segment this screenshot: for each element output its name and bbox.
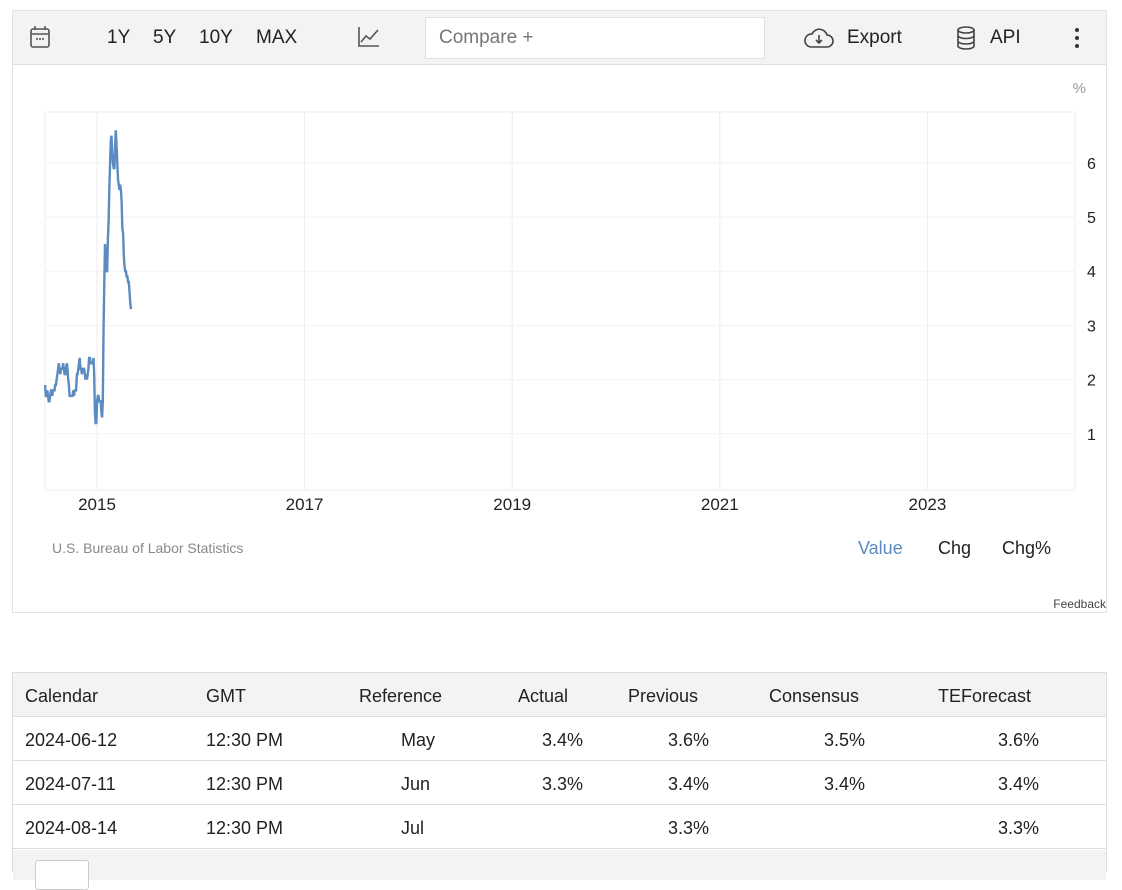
y-tick-label: 1 xyxy=(1087,427,1096,444)
export-button[interactable]: Export xyxy=(847,27,902,48)
column-header: Calendar xyxy=(25,686,99,706)
x-tick-label: 2017 xyxy=(286,495,324,514)
x-tick-label: 2021 xyxy=(701,495,739,514)
chart-panel: 1Y 5Y 10Y MAX Export API xyxy=(12,10,1107,613)
table-cell: 2024-07-11 xyxy=(25,774,116,794)
table-cell: 12:30 PM xyxy=(206,730,284,750)
table-cell: 12:30 PM xyxy=(206,774,284,794)
mode-chg-pct-tab[interactable]: Chg% xyxy=(1002,538,1051,558)
mode-value-tab[interactable]: Value xyxy=(858,538,903,558)
table-cell: 3.4% xyxy=(541,730,583,750)
source-label: U.S. Bureau of Labor Statistics xyxy=(52,540,243,556)
table-cell: Jul xyxy=(401,818,425,838)
series-line-value xyxy=(43,130,133,425)
footer-button[interactable] xyxy=(35,860,89,890)
y-tick-label: 4 xyxy=(1087,264,1096,281)
table-footer xyxy=(13,850,1106,890)
plot-area xyxy=(44,111,1076,491)
calendar-table: Calendar GMT Reference Actual Previous Consen… xyxy=(12,672,1107,890)
table-cell: 3.4% xyxy=(667,774,709,794)
table-cell: 3.6% xyxy=(997,730,1039,750)
x-tick-label: 2019 xyxy=(493,495,531,514)
table-cell: 12:30 PM xyxy=(206,818,284,838)
table-cell: 2024-08-14 xyxy=(25,818,118,838)
column-header: Previous xyxy=(628,686,699,706)
database-icon[interactable] xyxy=(955,25,977,51)
feedback-link[interactable]: Feedback xyxy=(1053,597,1107,611)
chart-type-icon[interactable] xyxy=(357,26,381,48)
table-row: 2024-06-12 12:30 PM May 3.4% 3.6% 3.5% 3.6% xyxy=(13,717,1106,761)
table-cell: 2024-06-12 xyxy=(25,730,118,750)
range-5y-button[interactable]: 5Y xyxy=(153,27,177,48)
table-cell: May xyxy=(401,730,436,750)
column-header: TEForecast xyxy=(938,686,1032,706)
table-header-row: Calendar GMT Reference Actual Previous Consen… xyxy=(13,673,1106,717)
x-tick-label: 2015 xyxy=(78,495,116,514)
column-header: Actual xyxy=(518,686,569,706)
table-cell: 3.3% xyxy=(997,818,1039,838)
range-10y-button[interactable]: 10Y xyxy=(199,27,233,48)
x-tick-label: 2023 xyxy=(908,495,946,514)
table-row: 2024-07-11 12:30 PM Jun 3.3% 3.4% 3.4% 3.4% xyxy=(13,761,1106,805)
column-header: Consensus xyxy=(769,686,860,706)
unit-label: % xyxy=(1073,80,1086,97)
api-button[interactable]: API xyxy=(990,27,1021,48)
y-tick-label: 5 xyxy=(1087,210,1096,227)
table-row: 2024-08-14 12:30 PM Jul 3.3% 3.3% xyxy=(13,805,1106,849)
y-tick-label: 3 xyxy=(1087,318,1096,335)
mode-chg-tab[interactable]: Chg xyxy=(938,538,971,558)
column-header: GMT xyxy=(206,686,246,706)
table-cell: 3.4% xyxy=(997,774,1039,794)
table-cell: Jun xyxy=(401,774,431,794)
table-cell: 3.3% xyxy=(667,818,709,838)
more-options-icon[interactable] xyxy=(1073,27,1081,49)
line-chart: % 2015 2017 2019 2021 2023 1 2 3 4 5 6 U.S. Bureau… xyxy=(43,80,1107,611)
table-cell: 3.5% xyxy=(823,730,865,750)
column-header: Reference xyxy=(359,686,443,706)
table-cell: 3.4% xyxy=(823,774,865,794)
chart-toolbar: 1Y 5Y 10Y MAX Export API xyxy=(13,11,1106,65)
table-cell: 3.6% xyxy=(667,730,709,750)
compare-input[interactable] xyxy=(425,17,765,59)
range-1y-button[interactable]: 1Y xyxy=(107,27,131,48)
y-tick-label: 2 xyxy=(1087,373,1096,390)
range-max-button[interactable]: MAX xyxy=(256,27,298,48)
table-cell: 3.3% xyxy=(541,774,583,794)
y-tick-label: 6 xyxy=(1087,156,1096,173)
calendar-icon[interactable] xyxy=(29,25,51,49)
cloud-download-icon[interactable] xyxy=(803,27,835,49)
